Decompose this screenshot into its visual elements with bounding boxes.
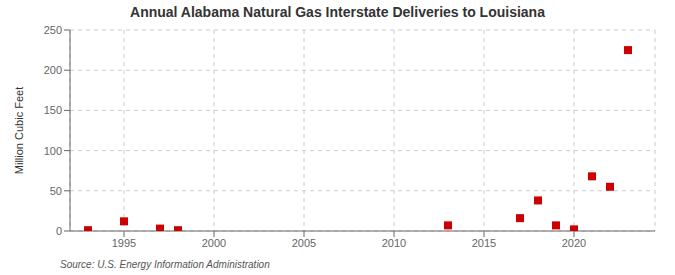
svg-text:200: 200 [44,64,62,76]
html-text:Annual Alabama Natural Gas Int: Annual Alabama Natural Gas Interstate De… [130,4,545,20]
svg-text:2020: 2020 [562,237,586,249]
svg-text:150: 150 [44,104,62,116]
svg-text:2015: 2015 [472,237,496,249]
html-text:Source: U.S. Energy Informatio: Source: U.S. Energy Information Administ… [60,259,270,270]
svg-text:0: 0 [56,225,62,237]
svg-text:50: 50 [50,185,62,197]
svg-text:Million Cubic Feet: Million Cubic Feet [13,87,25,174]
svg-text:250: 250 [44,24,62,36]
svg-text:2000: 2000 [202,237,226,249]
svg-text:2010: 2010 [382,237,406,249]
svg-text:2005: 2005 [292,237,316,249]
svg-text:100: 100 [44,145,62,157]
svg-text:1995: 1995 [112,237,136,249]
